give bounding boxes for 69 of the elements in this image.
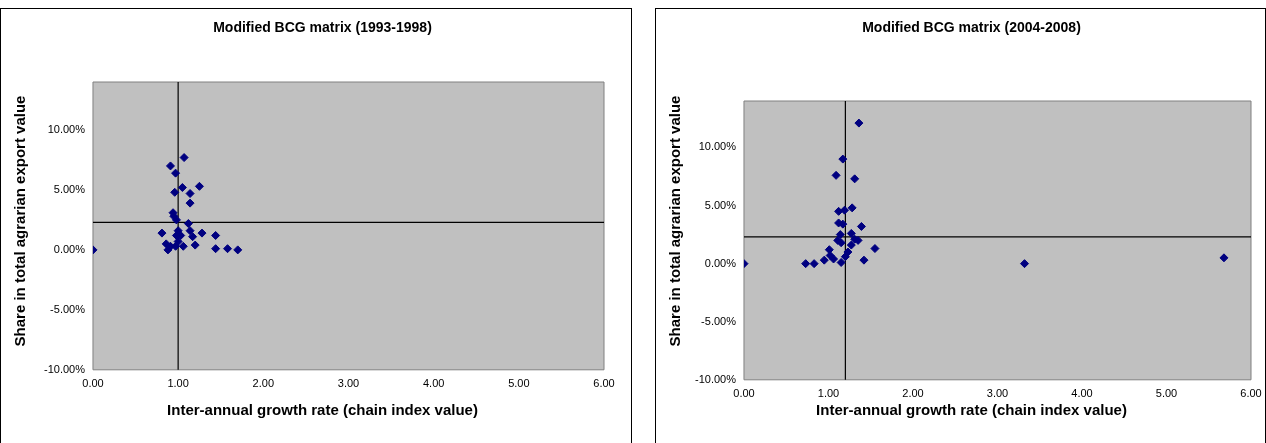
point <box>856 221 866 231</box>
point <box>801 259 811 269</box>
x-tick-label: 3.00 <box>337 377 360 390</box>
x-tick-label: 3.00 <box>986 387 1009 400</box>
point <box>177 183 187 193</box>
point <box>185 226 195 236</box>
chart-title: Modified BCG matrix (2004-2008) <box>862 19 1081 35</box>
point <box>165 161 175 171</box>
point <box>870 244 880 254</box>
point <box>859 255 869 265</box>
x-tick-label: 4.00 <box>1071 387 1093 400</box>
point <box>190 240 200 250</box>
x-tick-label: 4.00 <box>422 377 445 390</box>
y-tick-label: 10.00% <box>698 140 737 153</box>
point <box>831 170 841 180</box>
x-axis-title: Inter-annual growth rate (chain index value) <box>816 401 1127 418</box>
point <box>846 240 856 250</box>
y-tick-label: -5.00% <box>701 314 737 327</box>
y-tick-label: 0.00% <box>704 256 737 269</box>
point <box>846 228 856 238</box>
x-tick-label: 6.00 <box>593 377 615 390</box>
x-tick-label: 6.00 <box>1240 387 1262 400</box>
x-axis-title: Inter-annual growth rate (chain index value) <box>167 401 478 418</box>
point <box>840 252 850 262</box>
point <box>1020 259 1030 269</box>
y-tick-label: -10.00% <box>43 362 86 375</box>
x-tick-label: 1.00 <box>167 377 189 390</box>
point <box>838 154 848 164</box>
point <box>829 254 839 264</box>
x-tick-label: 1.00 <box>817 387 840 400</box>
point <box>847 203 857 213</box>
point <box>211 230 221 240</box>
point <box>819 255 829 265</box>
point <box>854 118 864 128</box>
point <box>179 153 189 163</box>
x-tick-label: 2.00 <box>902 387 924 400</box>
x-tick-label: 0.00 <box>733 387 755 400</box>
point <box>171 215 181 225</box>
point <box>836 257 846 267</box>
point <box>185 198 195 208</box>
point <box>223 244 233 254</box>
y-tick-label: 5.00% <box>704 198 737 211</box>
point <box>840 205 850 215</box>
y-tick-label: 10.00% <box>47 123 86 135</box>
point <box>157 228 167 238</box>
point <box>809 259 819 269</box>
y-axis-title: Share in total agrarian export value <box>10 95 28 347</box>
point <box>1219 253 1229 263</box>
point <box>194 181 204 191</box>
point <box>183 219 193 228</box>
x-tick-label: 5.00 <box>508 377 530 390</box>
x-tick-label: 0.00 <box>82 377 104 390</box>
y-tick-label: -5.00% <box>50 302 86 315</box>
point <box>170 187 180 197</box>
point <box>233 245 243 255</box>
point <box>178 241 188 251</box>
x-tick-label: 5.00 <box>1155 387 1178 400</box>
y-tick-label: 0.00% <box>53 242 86 255</box>
point <box>188 232 198 242</box>
y-axis-title: Share in total agrarian export value <box>665 95 683 347</box>
point <box>171 168 181 178</box>
x-tick-label: 2.00 <box>252 377 275 390</box>
chart-title: Modified BCG matrix (1993-1998) <box>213 19 432 35</box>
point <box>850 174 860 184</box>
point <box>211 244 221 254</box>
y-tick-label: -10.00% <box>694 372 737 385</box>
point <box>185 189 195 199</box>
point <box>197 228 207 238</box>
y-tick-label: 5.00% <box>53 182 86 195</box>
